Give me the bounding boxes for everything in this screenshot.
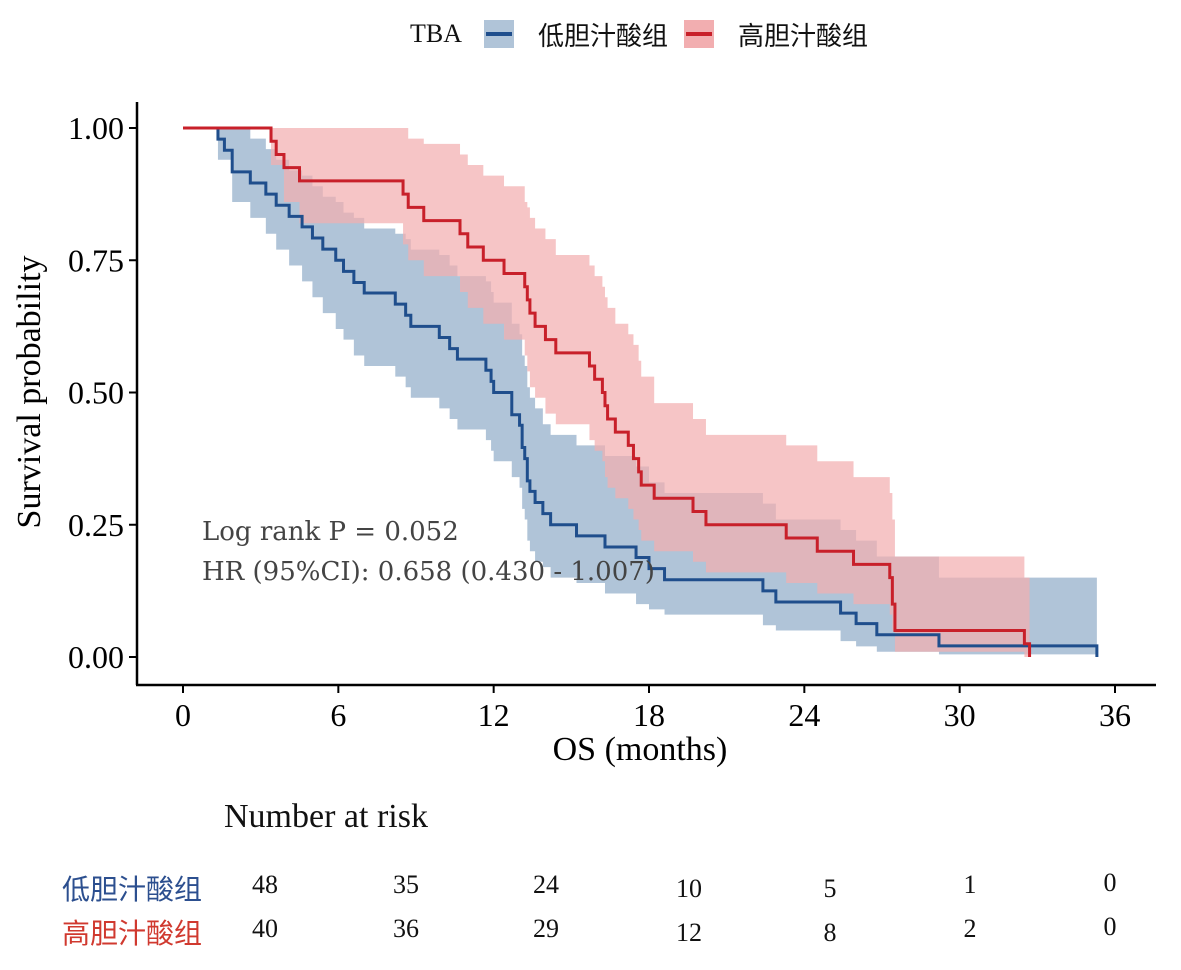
risk-count: 8 (823, 918, 837, 947)
legend-label-high: 高胆汁酸组 (738, 21, 869, 51)
logrank-annotation: Log rank P = 0.052 (202, 517, 459, 547)
legend-label-low: 低胆汁酸组 (538, 21, 669, 51)
legend-title: TBA (410, 19, 462, 48)
x-tick-label: 12 (478, 697, 510, 733)
risk-count: 1 (963, 870, 977, 899)
legend: TBA 低胆汁酸组 高胆汁酸组 (410, 16, 878, 52)
risk-count: 10 (676, 874, 702, 903)
risk-count: 0 (1103, 912, 1117, 941)
y-tick-label: 0.25 (68, 507, 124, 543)
hr-annotation: HR (95%CI): 0.658 (0.430 - 1.007) (202, 557, 655, 587)
risk-count: 12 (676, 918, 702, 947)
y-tick-label: 0.50 (68, 375, 124, 411)
y-tick-label: 1.00 (68, 110, 124, 146)
risk-row-label: 低胆汁酸组 (62, 875, 203, 906)
risk-count: 0 (1103, 868, 1117, 897)
risk-count: 40 (252, 914, 278, 943)
survival-curve-1 (183, 126, 1032, 657)
x-axis-label: OS (months) (553, 731, 728, 768)
legend-key-low (484, 20, 514, 48)
y-tick-label: 0.75 (68, 242, 124, 278)
km-chart: 0 6 12 18 24 30 36 0.00 0.25 0.50 0.75 1.00 Log ran… (11, 102, 1156, 768)
risk-count: 48 (252, 870, 278, 899)
risk-count: 5 (823, 874, 837, 903)
x-tick-label: 0 (175, 697, 191, 733)
y-tick-label: 0.00 (68, 639, 124, 675)
risk-table-title: Number at risk (224, 798, 428, 835)
risk-count: 29 (533, 914, 559, 943)
x-tick-label: 30 (944, 697, 976, 733)
x-tick-label: 24 (788, 697, 820, 733)
risk-count: 2 (963, 914, 977, 943)
survival-curve-0 (183, 126, 1099, 657)
legend-key-high (684, 20, 715, 48)
x-tick-label: 6 (330, 697, 346, 733)
risk-count: 35 (393, 870, 419, 899)
risk-count: 36 (393, 914, 419, 943)
risk-row-label: 高胆汁酸组 (62, 919, 203, 950)
y-axis-label: Survival probability (11, 256, 48, 529)
x-tick-label: 18 (633, 697, 665, 733)
risk-count: 24 (533, 870, 559, 899)
x-tick-label: 36 (1099, 697, 1131, 733)
